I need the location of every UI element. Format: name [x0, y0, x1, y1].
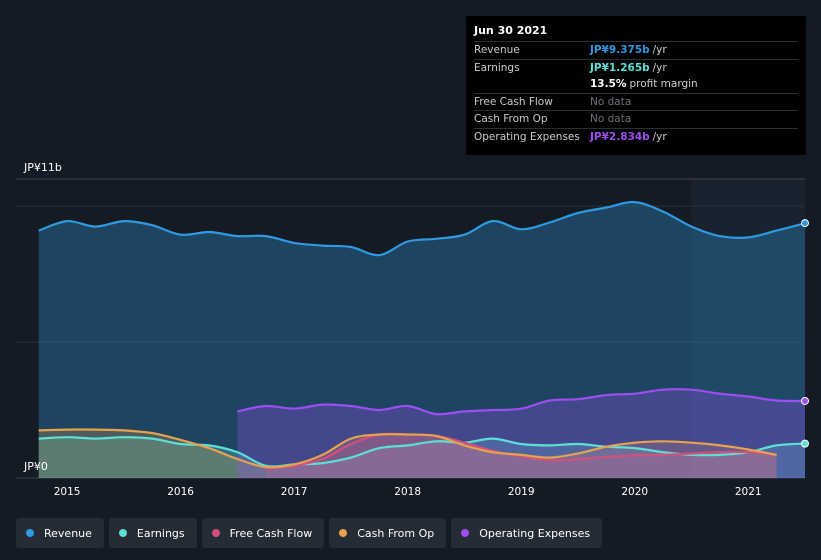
tooltip-fcf-value: No data — [590, 95, 632, 108]
x-tick-label: 2016 — [167, 486, 194, 498]
y-axis-top-label: JP¥11b — [23, 161, 62, 174]
area-free-cash-flow — [265, 433, 777, 478]
legend-item-operating-expenses[interactable]: Operating Expenses — [451, 518, 603, 548]
tooltip-earnings-label: Earnings — [474, 61, 520, 74]
end-marker-revenue — [801, 219, 809, 228]
legend-item-cash-from-op[interactable]: Cash From Op — [329, 518, 447, 548]
tooltip-opex-unit: /yr — [652, 130, 667, 143]
legend-item-free-cash-flow[interactable]: Free Cash Flow — [201, 518, 325, 548]
tooltip-row-fcf: Free Cash Flow No data — [474, 92, 798, 111]
tooltip-row-earnings: Earnings JP¥1.265b /yr — [474, 58, 798, 77]
legend-label-operating-expenses: Operating Expenses — [479, 526, 591, 540]
legend-item-earnings[interactable]: Earnings — [108, 518, 197, 548]
x-tick-label: 2021 — [735, 486, 762, 498]
x-tick-label: 2020 — [621, 486, 648, 498]
tooltip-fcf-label: Free Cash Flow — [474, 95, 553, 108]
area-cash-from-op — [38, 429, 777, 478]
tooltip-cfo-label: Cash From Op — [474, 113, 548, 125]
tooltip-row-revenue: Revenue JP¥9.375b /yr — [474, 41, 798, 59]
legend-item-revenue[interactable]: Revenue — [16, 518, 104, 548]
tooltip: Jun 30 2021 Revenue JP¥9.375b /yr Earnin… — [466, 16, 806, 155]
legend-label-revenue: Revenue — [44, 526, 92, 540]
x-tick-label: 2018 — [394, 486, 421, 498]
tooltip-revenue-value: JP¥9.375b — [590, 44, 650, 56]
legend-label-free-cash-flow: Free Cash Flow — [229, 526, 313, 540]
end-marker-operating-expenses — [801, 396, 809, 405]
area-revenue — [38, 202, 805, 478]
line-cash-from-op — [38, 428, 777, 469]
legend-dot-operating-expenses — [461, 529, 470, 537]
tooltip-opex-label: Operating Expenses — [474, 130, 580, 143]
legend-label-earnings: Earnings — [136, 526, 185, 540]
legend-label-cash-from-op: Cash From Op — [357, 526, 435, 540]
x-tick-label: 2017 — [281, 486, 308, 498]
line-operating-expenses — [237, 388, 806, 416]
tooltip-earnings-unit: /yr — [652, 61, 667, 74]
end-marker-earnings — [801, 439, 809, 448]
tooltip-margin-text: profit margin — [629, 78, 698, 90]
tooltip-row-cfo: Cash From Op No data — [474, 110, 798, 128]
line-free-cash-flow — [265, 432, 777, 470]
legend-dot-revenue — [26, 529, 34, 537]
tooltip-margin-value: 13.5% — [590, 78, 627, 90]
tooltip-cfo-value: No data — [590, 113, 632, 125]
tooltip-row-margin: 13.5% profit margin — [474, 76, 798, 93]
tooltip-earnings-value: JP¥1.265b — [590, 61, 650, 74]
legend-dot-earnings — [118, 529, 127, 537]
tooltip-date: Jun 30 2021 — [474, 24, 548, 37]
y-axis-bottom-label: JP¥0 — [23, 460, 48, 473]
tooltip-revenue-unit: /yr — [652, 44, 667, 56]
tooltip-revenue-label: Revenue — [474, 44, 520, 56]
x-tick-label: 2019 — [508, 486, 535, 498]
tooltip-opex-value: JP¥2.834b — [590, 130, 650, 143]
x-tick-label: 2015 — [54, 486, 81, 498]
line-revenue — [38, 200, 806, 257]
legend: Revenue Earnings Free Cash Flow Cash Fro… — [16, 518, 603, 548]
tooltip-row-opex: Operating Expenses JP¥2.834b /yr — [474, 127, 798, 146]
legend-dot-cash-from-op — [339, 529, 348, 537]
legend-dot-free-cash-flow — [211, 529, 220, 537]
